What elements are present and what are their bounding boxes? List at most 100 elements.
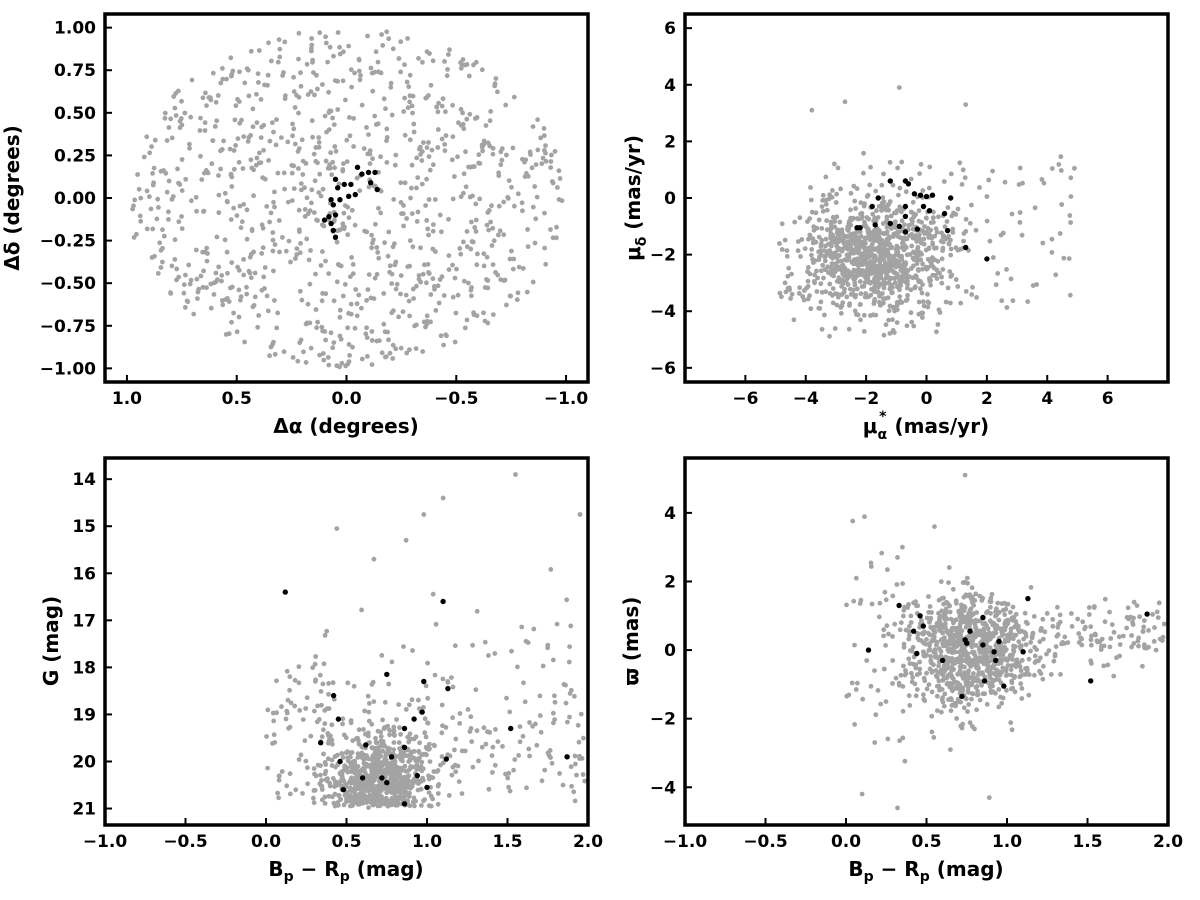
sky-field-star-687 (310, 57, 315, 63)
sky-field-star-344 (481, 251, 487, 257)
proper-motion-field-star-1055 (1020, 180, 1025, 186)
parallax-field-star-32 (1028, 640, 1034, 645)
cmd-field-star-935 (377, 749, 383, 754)
parallax-field-star-950 (1101, 663, 1107, 669)
cmd-field-star-29 (323, 768, 329, 774)
sky-field-star-648 (510, 266, 516, 272)
sky-field-star-116 (323, 337, 328, 343)
sky-field-star-816 (206, 95, 212, 100)
sky-field-star-511 (320, 186, 326, 192)
cmd-field-star-584 (363, 761, 369, 767)
sky-field-star-270 (529, 165, 535, 171)
cmd-field-star-976 (352, 761, 357, 766)
sky-field-star-748 (331, 53, 336, 59)
cmd-field-star-513 (359, 750, 365, 756)
sky-field-star-769 (461, 190, 466, 196)
sky-field-star-712 (156, 205, 161, 210)
sky-field-star-977 (505, 194, 511, 200)
proper-motion-field-star-917 (827, 281, 833, 287)
cmd-field-star-874 (313, 773, 319, 779)
proper-motion-field-star-526 (866, 294, 871, 300)
sky-field-star-603 (340, 78, 346, 84)
parallax-field-star-107 (1026, 656, 1032, 662)
parallax-field-star-624 (946, 697, 951, 702)
cmd-y-tick-label-4: 18 (72, 658, 96, 678)
proper-motion-field-star-575 (858, 291, 864, 297)
sky-field-star-211 (286, 238, 292, 244)
parallax-field-star-718 (926, 682, 932, 687)
cmd-field-star-765 (515, 664, 520, 670)
sky-field-star-62 (407, 72, 413, 78)
sky-field-star-84 (187, 281, 193, 287)
cmd-field-star-656 (384, 767, 390, 772)
parallax-field-star-996 (1014, 661, 1020, 667)
parallax-field-star-1033 (897, 627, 903, 633)
cmd-field-star-914 (362, 708, 367, 714)
sky-field-star-187 (158, 265, 164, 270)
sky-field-star-620 (194, 208, 200, 214)
cmd-field-star-99 (403, 707, 409, 712)
sky-field-star-219 (191, 311, 197, 317)
proper-motion-field-star-977 (870, 263, 876, 269)
cmd-field-star-1047 (276, 773, 282, 779)
parallax-field-star-1047 (901, 613, 906, 619)
cmd-field-star-167 (302, 738, 308, 744)
cmd-member-star-5 (340, 787, 346, 793)
sky-field-star-834 (235, 136, 241, 142)
parallax-member-star-10 (967, 628, 973, 634)
sky-field-star-13 (306, 257, 312, 263)
sky-field-star-410 (548, 159, 554, 164)
sky-field-star-980 (299, 137, 305, 143)
sky-field-star-552 (472, 225, 478, 230)
cmd-field-star-487 (408, 736, 414, 742)
parallax-field-star-1043 (872, 668, 877, 673)
proper-motion-field-star-503 (865, 192, 871, 198)
parallax-field-star-1012 (883, 699, 889, 704)
sky-field-star-976 (232, 117, 238, 123)
parallax-field-star-688 (998, 694, 1003, 700)
parallax-field-star-1026 (881, 666, 887, 672)
cmd-field-star-779 (370, 778, 376, 784)
parallax-field-star-775 (973, 591, 979, 597)
sky-y-tick-label-2: −0.50 (40, 274, 96, 294)
parallax-field-star-1060 (962, 472, 968, 478)
sky-field-star-965 (332, 165, 337, 171)
cmd-field-star-986 (568, 764, 574, 770)
proper-motion-field-star-838 (874, 208, 879, 214)
sky-field-star-451 (141, 154, 147, 160)
proper-motion-field-star-776 (840, 281, 846, 287)
sky-field-star-607 (527, 149, 533, 155)
sky-field-star-404 (198, 153, 203, 159)
proper-motion-field-star-888 (880, 255, 886, 260)
sky-y-tick-label-0: −1.00 (40, 359, 96, 379)
sky-field-star-951 (246, 93, 252, 99)
proper-motion-field-star-1051 (945, 205, 951, 210)
cmd-field-star-786 (427, 759, 433, 764)
sky-member-star-15 (365, 169, 372, 176)
cmd-field-star-911 (452, 747, 457, 753)
sky-field-star-488 (384, 126, 390, 132)
sky-field-star-978 (460, 110, 465, 116)
sky-field-star-570 (533, 162, 539, 168)
sky-field-star-979 (295, 149, 301, 154)
cmd-field-star-503 (322, 801, 328, 806)
sky-field-star-936 (372, 275, 378, 281)
cmd-field-star-455 (340, 755, 346, 760)
sky-field-star-633 (202, 128, 208, 133)
sky-field-star-413 (173, 113, 179, 118)
cmd-field-star-580 (311, 766, 317, 771)
cmd-field-star-821 (439, 754, 445, 759)
sky-field-star-517 (447, 47, 452, 53)
colour-magnitude-panel: −1.0 −0.5 0.0 0.5 1.0 1.5 2.01415161718192021 … (39, 456, 603, 885)
parallax-field-star-825 (953, 632, 959, 638)
cmd-field-star-1083 (513, 472, 518, 477)
cmd-member-star-21 (443, 756, 449, 762)
cmd-field-star-987 (546, 753, 552, 758)
parallax-field-star-1013 (885, 567, 890, 573)
cmd-field-star-734 (373, 768, 378, 774)
sky-field-star-303 (209, 161, 215, 167)
cmd-member-star-16 (414, 772, 420, 779)
sky-field-star-147 (492, 83, 498, 89)
proper-motion-field-star-444 (920, 266, 925, 272)
sky-field-star-562 (385, 253, 391, 259)
